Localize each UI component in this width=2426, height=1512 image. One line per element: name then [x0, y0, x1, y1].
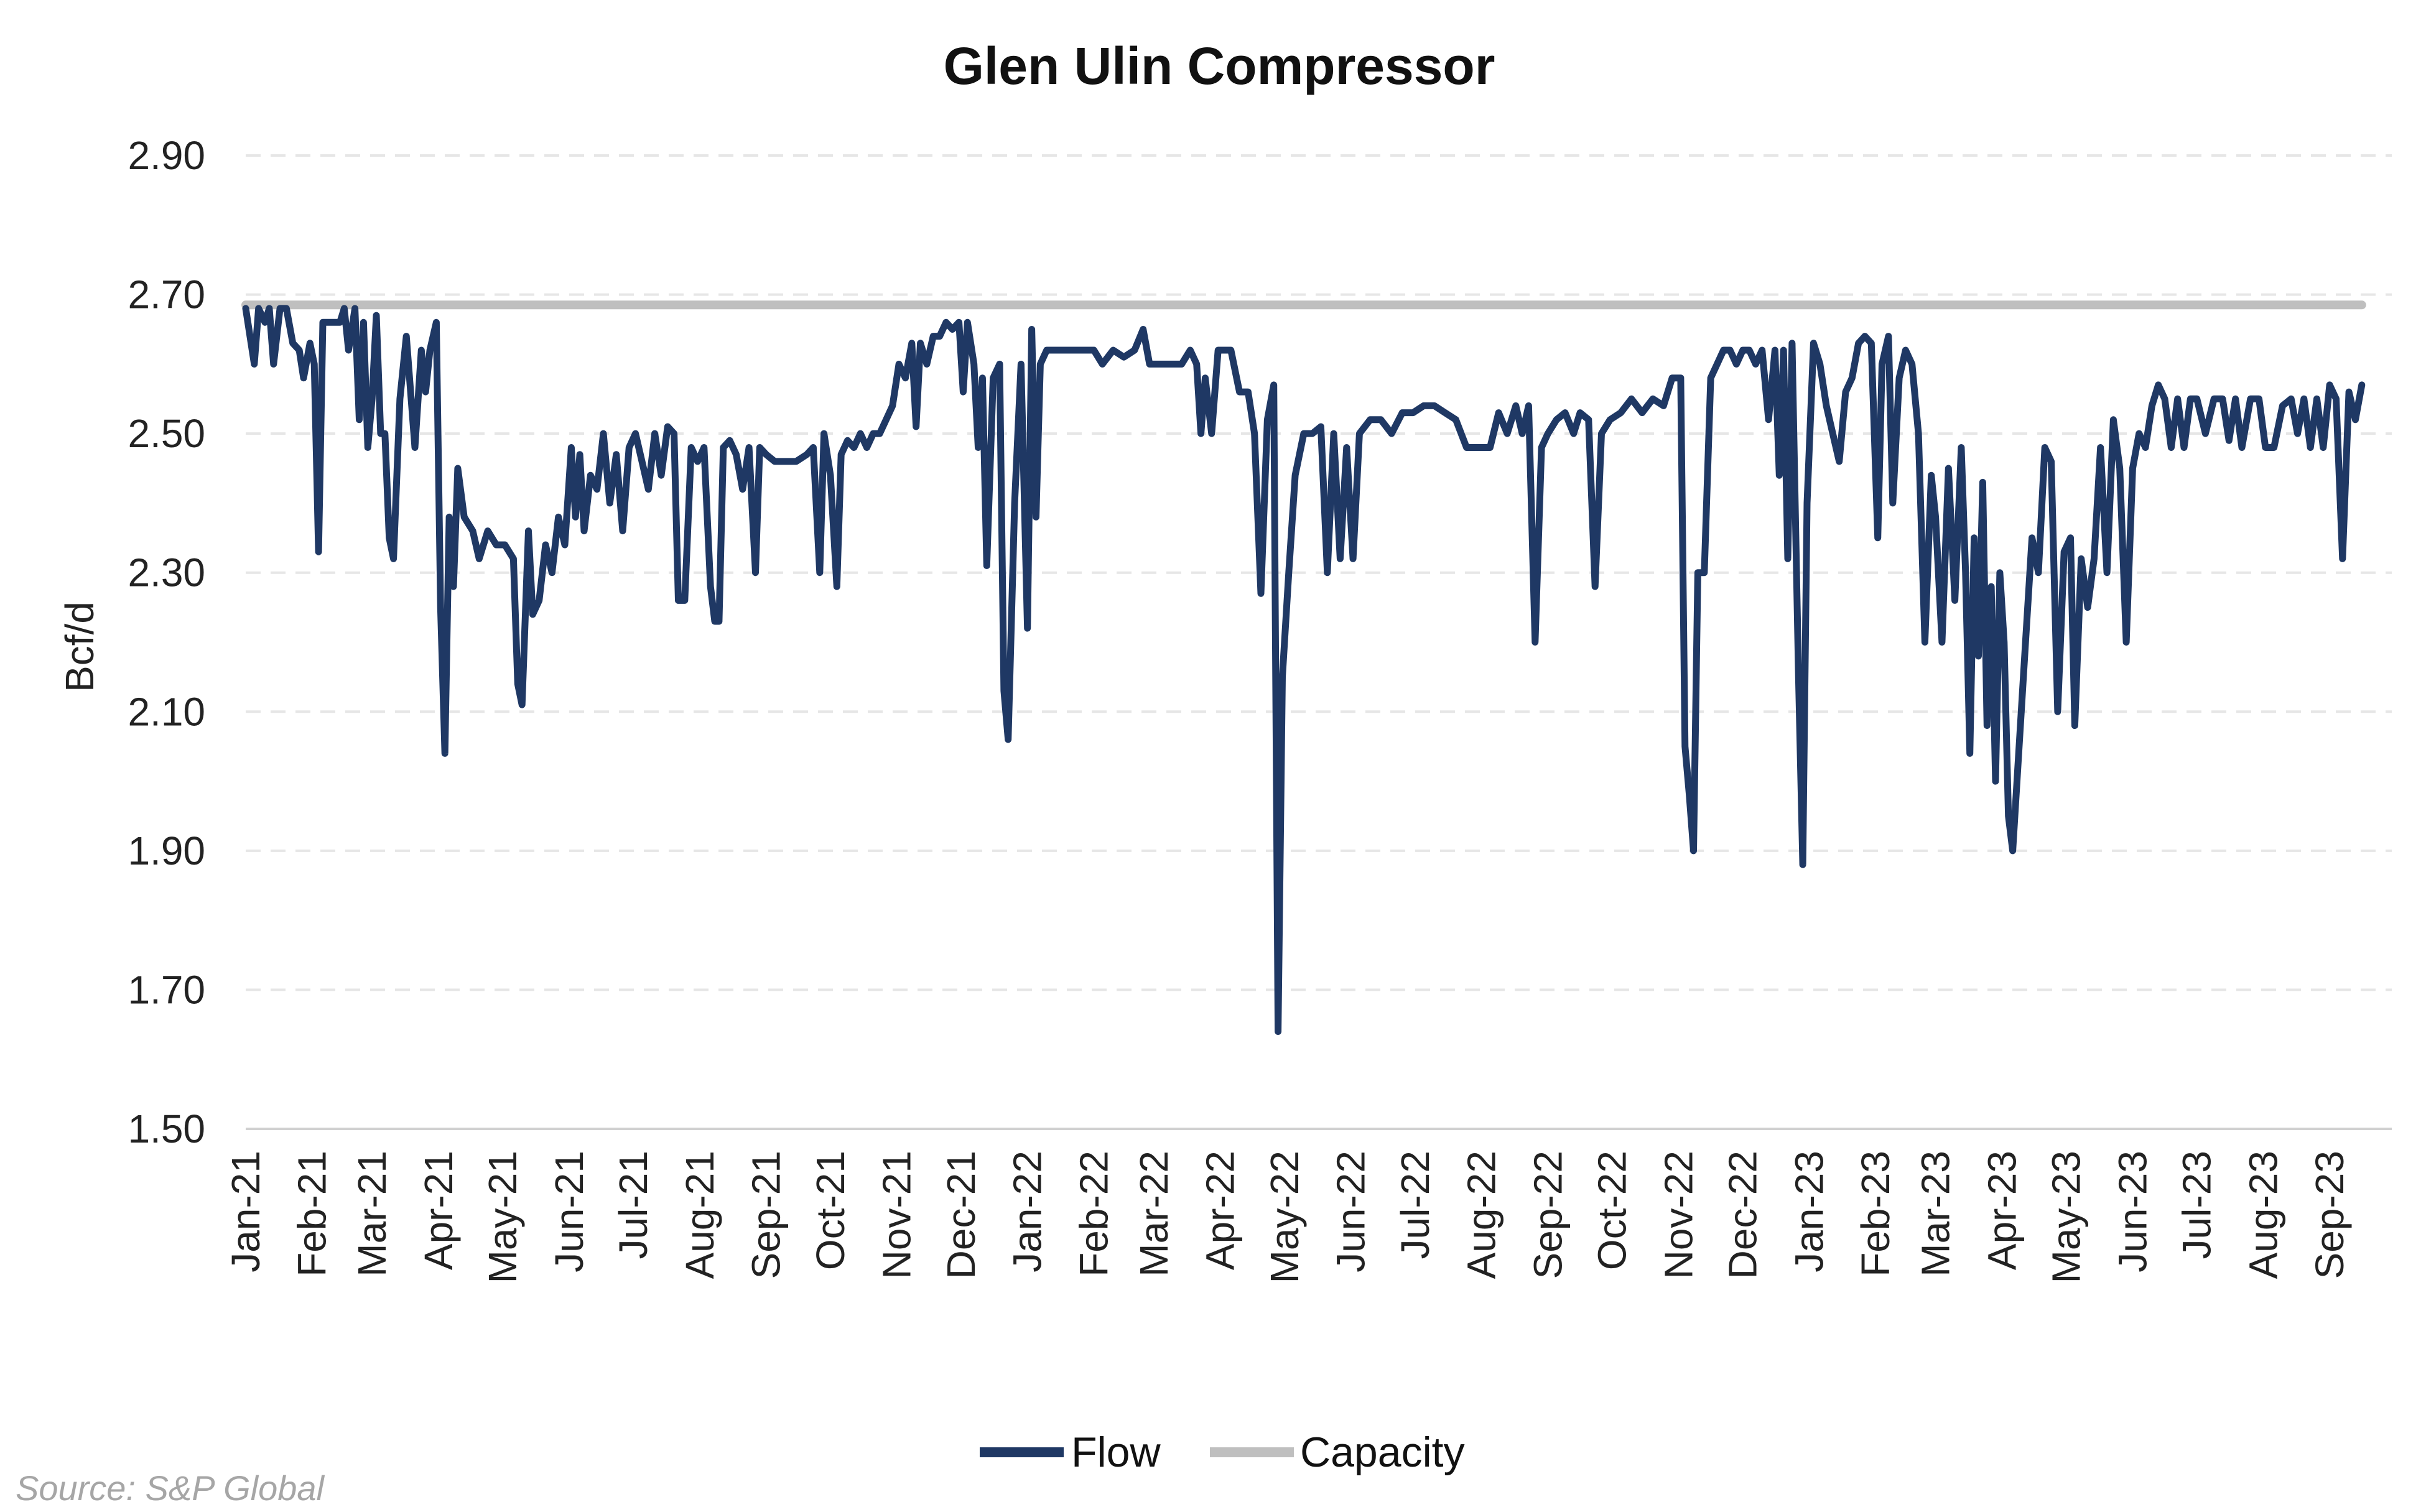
x-tick-label: Jul-21: [611, 1151, 656, 1259]
x-tick-label: Jul-23: [2175, 1151, 2219, 1259]
legend-label-capacity: Capacity: [1300, 1429, 1465, 1476]
x-tick-label: May-22: [1262, 1151, 1307, 1283]
x-tick-label: Dec-22: [1721, 1151, 1765, 1279]
y-tick-label: 2.90: [128, 133, 205, 178]
x-tick-label: Jun-22: [1329, 1151, 1373, 1273]
series-layer: [241, 300, 2366, 1035]
x-tick-label: Mar-21: [350, 1151, 394, 1277]
legend: Flow Capacity: [980, 1429, 1465, 1476]
x-tick-label: Apr-21: [416, 1151, 461, 1270]
x-tick-label: Dec-21: [939, 1151, 983, 1279]
x-tick-label: Oct-21: [808, 1151, 853, 1270]
y-axis-label: Bcf/d: [57, 601, 102, 692]
x-tick-label: May-23: [2044, 1151, 2089, 1283]
x-tick-label: Jul-22: [1393, 1151, 1438, 1259]
x-tick-label: Aug-21: [677, 1151, 722, 1279]
legend-label-flow: Flow: [1071, 1429, 1161, 1476]
x-axis-ticks: Jan-21 Feb-21 Mar-21 Apr-21 May-21 Jun-21 Jul-…: [223, 1151, 2352, 1283]
y-tick-label: 2.70: [128, 272, 205, 317]
y-tick-label: 2.30: [128, 550, 205, 595]
x-tick-label: Mar-23: [1913, 1151, 1958, 1277]
x-tick-label: Sep-23: [2307, 1151, 2352, 1279]
x-tick-label: Jan-21: [223, 1151, 268, 1273]
y-tick-label: 2.50: [128, 411, 205, 456]
x-tick-label: Apr-22: [1198, 1151, 1243, 1270]
x-tick-label: May-21: [480, 1151, 525, 1283]
x-tick-label: Mar-22: [1132, 1151, 1176, 1277]
x-tick-label: Feb-22: [1071, 1151, 1116, 1277]
x-tick-label: Sep-22: [1525, 1151, 1570, 1279]
x-tick-label: Jun-21: [547, 1151, 592, 1273]
x-tick-label: Sep-21: [744, 1151, 789, 1279]
source-note: Source: S&P Global: [16, 1468, 325, 1508]
x-tick-label: Aug-22: [1459, 1151, 1504, 1279]
series-line-flow: [242, 305, 2366, 1035]
x-tick-label: Nov-22: [1656, 1151, 1701, 1279]
y-tick-label: 1.70: [128, 967, 205, 1012]
x-tick-label: Jan-22: [1005, 1151, 1050, 1273]
y-tick-label: 2.10: [128, 689, 205, 734]
x-tick-label: Apr-23: [1979, 1151, 2024, 1270]
x-tick-label: Oct-22: [1590, 1151, 1635, 1270]
x-tick-label: Jan-23: [1787, 1151, 1831, 1273]
x-tick-label: Jun-23: [2110, 1151, 2155, 1273]
y-tick-label: 1.90: [128, 828, 205, 873]
y-tick-label: 1.50: [128, 1106, 205, 1151]
y-axis-ticks: 1.50 1.70 1.90 2.10 2.30 2.50 2.70 2.90: [128, 133, 205, 1151]
x-tick-label: Nov-21: [875, 1151, 919, 1279]
x-tick-label: Feb-23: [1853, 1151, 1898, 1277]
chart-title: Glen Ulin Compressor: [944, 37, 1495, 95]
x-tick-label: Feb-21: [290, 1151, 335, 1277]
x-tick-label: Aug-23: [2241, 1151, 2285, 1279]
